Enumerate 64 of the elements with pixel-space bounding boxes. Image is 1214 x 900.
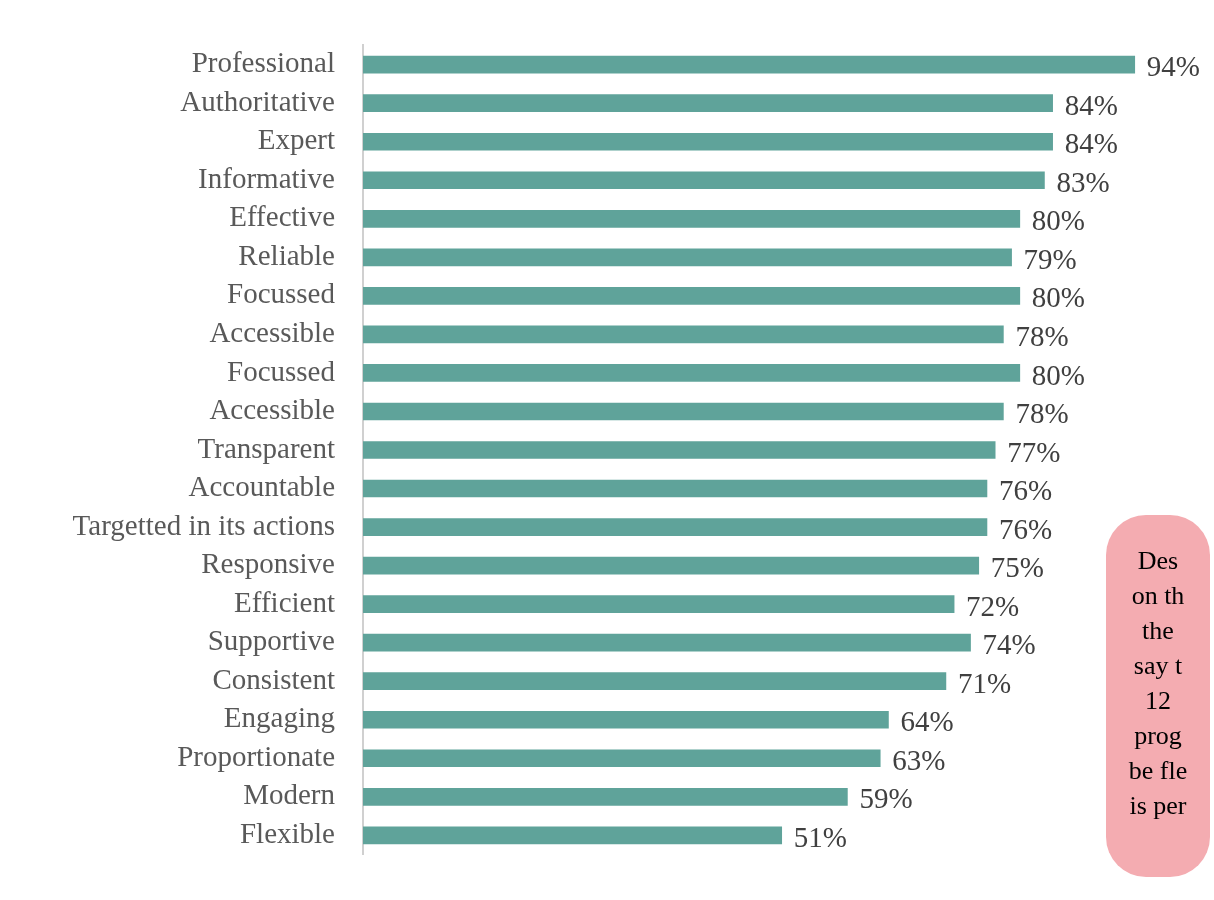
data-label: 84% [1064,127,1118,160]
bar [363,364,1021,382]
data-label: 78% [1015,320,1069,353]
bar [363,479,988,498]
y-tick-label: Professional [191,46,335,79]
bar [363,826,783,845]
data-label: 74% [982,628,1036,661]
data-label: 80% [1031,281,1085,314]
bar [363,710,889,729]
bar [363,402,1004,421]
bar [363,209,1021,228]
y-tick-label: Effective [229,200,335,233]
bar [363,672,947,691]
bar [363,441,996,459]
bar [363,94,1053,113]
y-tick-label: Authoritative [180,84,335,117]
callout-box: Des on th the say t 12 prog be fle is per [1106,515,1210,877]
data-label: 77% [1007,435,1061,468]
y-tick-label: Efficient [234,585,335,618]
y-tick-label: Modern [243,778,336,811]
data-label: 76% [998,512,1053,545]
y-tick-label: Consistent [212,662,335,695]
bar [363,633,971,652]
y-tick-label: Transparent [197,431,335,464]
y-tick-label: Accessible [209,393,335,426]
y-tick-label: Accountable [188,470,335,503]
data-label: 79% [1023,242,1077,275]
data-label: 94% [1146,50,1200,83]
y-tick-label: Responsive [201,547,335,580]
bar [363,55,1136,74]
bar [363,787,848,806]
data-label: 63% [892,743,946,776]
y-tick-label: Flexible [239,816,335,849]
y-tick-label: Accessible [209,316,335,349]
bar [363,287,1021,305]
bar [363,248,1012,267]
y-tick-label: Focussed [227,277,336,310]
bar [363,325,1004,344]
data-label: 80% [1031,204,1085,237]
y-tick-label: Expert [257,123,335,156]
data-label: 71% [957,666,1012,699]
data-label: 64% [900,705,954,738]
data-label: 78% [1015,397,1069,430]
y-tick-label: Focussed [227,354,336,387]
y-tick-label: Engaging [223,701,335,734]
data-label: 51% [793,820,847,853]
data-label: 83% [1056,165,1110,198]
bar [363,132,1053,151]
data-label: 80% [1031,358,1085,391]
y-tick-label: Supportive [207,624,335,657]
bar [363,595,955,613]
bar [363,171,1045,190]
data-label: 72% [966,589,1020,622]
bar [363,749,881,768]
y-tick-label: Reliable [238,238,335,271]
data-label: 59% [859,782,913,815]
y-tick-label: Targetted in its actions [72,508,335,541]
bar [363,556,980,575]
data-label: 76% [998,474,1053,507]
data-label: 84% [1064,88,1118,121]
y-tick-label: Informative [198,161,335,194]
data-label: 75% [990,551,1044,584]
bar [363,518,988,536]
y-tick-label: Proportionate [177,739,335,772]
